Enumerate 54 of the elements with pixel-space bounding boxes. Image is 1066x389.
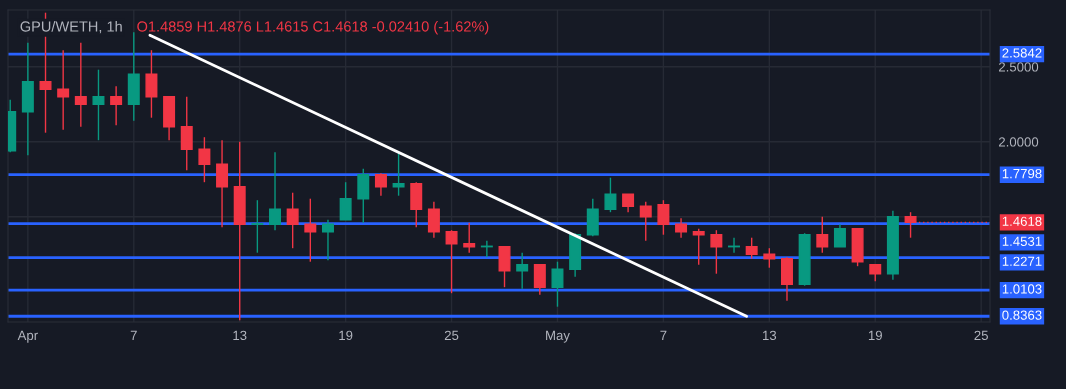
y-tick-label: 2.0000 [999, 137, 1039, 147]
candlestick [533, 264, 546, 296]
candlestick [74, 42, 87, 128]
candlestick [710, 229, 723, 275]
candlestick [692, 228, 705, 266]
candlestick [427, 201, 440, 239]
x-tick-label: May [546, 330, 570, 343]
x-tick-label: 7 [660, 330, 667, 340]
text: GPU/WETH, 1h [20, 20, 122, 34]
candlestick [639, 201, 652, 242]
candlestick [339, 181, 352, 221]
text: O1.4859 H1.4876 L1.4615 C1.4618 -0.02410 (-1.62%) [137, 20, 489, 35]
candlestick [392, 151, 405, 197]
candlestick [145, 49, 158, 119]
candlestick [551, 261, 564, 308]
x-tick-label: 7 [130, 330, 137, 340]
candlestick [445, 229, 458, 294]
candlestick [286, 192, 299, 249]
candlestick [198, 136, 211, 183]
candlestick [357, 168, 370, 224]
candlestick [498, 246, 511, 288]
x-tick-label: 13 [233, 330, 247, 341]
y-tick-label: 2.5000 [999, 62, 1039, 72]
candlestick [92, 69, 105, 141]
x-tick-label: 25 [444, 330, 459, 341]
ref-line-label: 1.7798 [1002, 168, 1042, 179]
candlestick [216, 139, 229, 228]
ref-line-label: 1.2271 [1002, 256, 1042, 266]
candlestick [657, 199, 670, 236]
x-tick-label: 19 [868, 330, 882, 341]
candlestick [269, 151, 282, 231]
candlestick [57, 49, 70, 131]
candlestick [604, 177, 617, 213]
candlestick [675, 217, 688, 239]
x-tick-label: Apr [17, 330, 38, 343]
ref-line-label: 2.5842 [1002, 48, 1042, 58]
candlestick [816, 216, 829, 254]
candlestick [463, 222, 476, 254]
candlestick [110, 85, 123, 126]
candlestick [304, 198, 317, 263]
x-tick-label: 19 [339, 330, 353, 341]
ref-line-label: 0.8363 [1002, 310, 1042, 320]
candlestick [745, 237, 758, 260]
candlestick [180, 96, 193, 171]
candlestick [516, 252, 529, 290]
candlestick [321, 219, 334, 261]
candlestick [833, 223, 846, 248]
ref-line-label: 1.0103 [1002, 284, 1042, 294]
x-tick-label: 13 [762, 330, 777, 341]
candlestick [374, 172, 387, 197]
annotation: 1.4618 [1002, 216, 1042, 226]
candlestick [251, 199, 264, 254]
x-tick-label: 25 [974, 330, 988, 341]
ref-line-label: 1.4531 [1002, 236, 1042, 246]
